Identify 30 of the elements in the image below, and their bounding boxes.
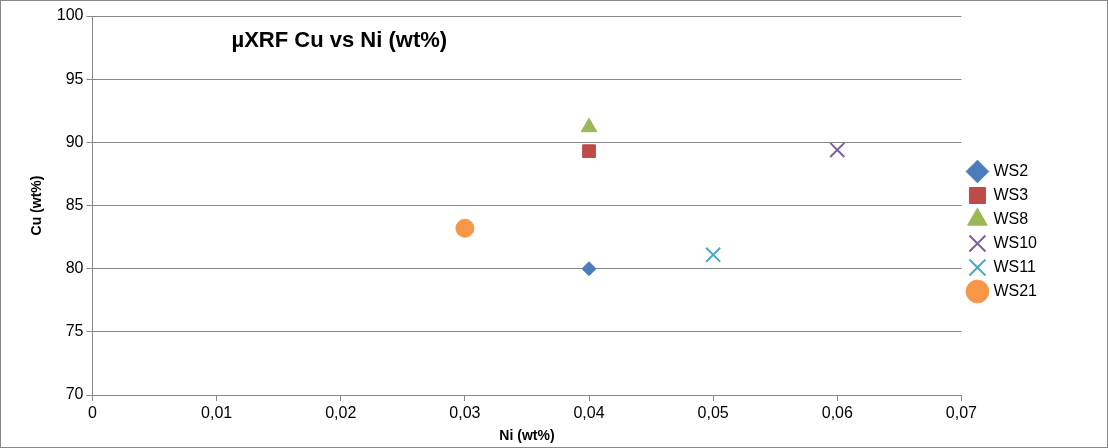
y-tick-label: 95 (65, 69, 84, 87)
point (580, 117, 598, 133)
x-tick-label: 0,05 (697, 404, 729, 422)
legend-label: WS21 (993, 281, 1038, 299)
x-tick-label: 0,04 (573, 404, 605, 422)
y-tick-label: 75 (65, 322, 84, 340)
text: µXRF Cu vs Ni (wt%) (231, 27, 448, 53)
point (705, 246, 722, 263)
legend-label: WS3 (993, 185, 1029, 203)
x-tick-label: 0,01 (201, 404, 233, 422)
legend-label: WS10 (993, 233, 1038, 251)
y-tick-label: 85 (65, 195, 84, 213)
point (582, 144, 596, 159)
legend-label: WS2 (993, 161, 1029, 179)
x-axis-title: Ni (wt%) (499, 427, 555, 444)
y-axis-title: Cu (wt%) (28, 175, 45, 236)
x-tick-label: 0,06 (821, 404, 853, 422)
y-tick-label: 90 (65, 132, 84, 150)
x-tick-label: 0,02 (325, 404, 357, 422)
legend-label: WS11 (993, 257, 1036, 275)
point (581, 261, 597, 277)
point (829, 141, 846, 158)
point (455, 218, 475, 238)
x-tick-label: 0,03 (449, 404, 481, 422)
y-tick-label: 80 (65, 259, 84, 277)
x-tick-label: 0 (88, 404, 98, 422)
legend-label: WS8 (993, 209, 1029, 227)
x-tick-label: 0,07 (945, 404, 978, 422)
y-tick-label: 100 (56, 6, 84, 24)
y-tick-label: 70 (65, 385, 84, 403)
